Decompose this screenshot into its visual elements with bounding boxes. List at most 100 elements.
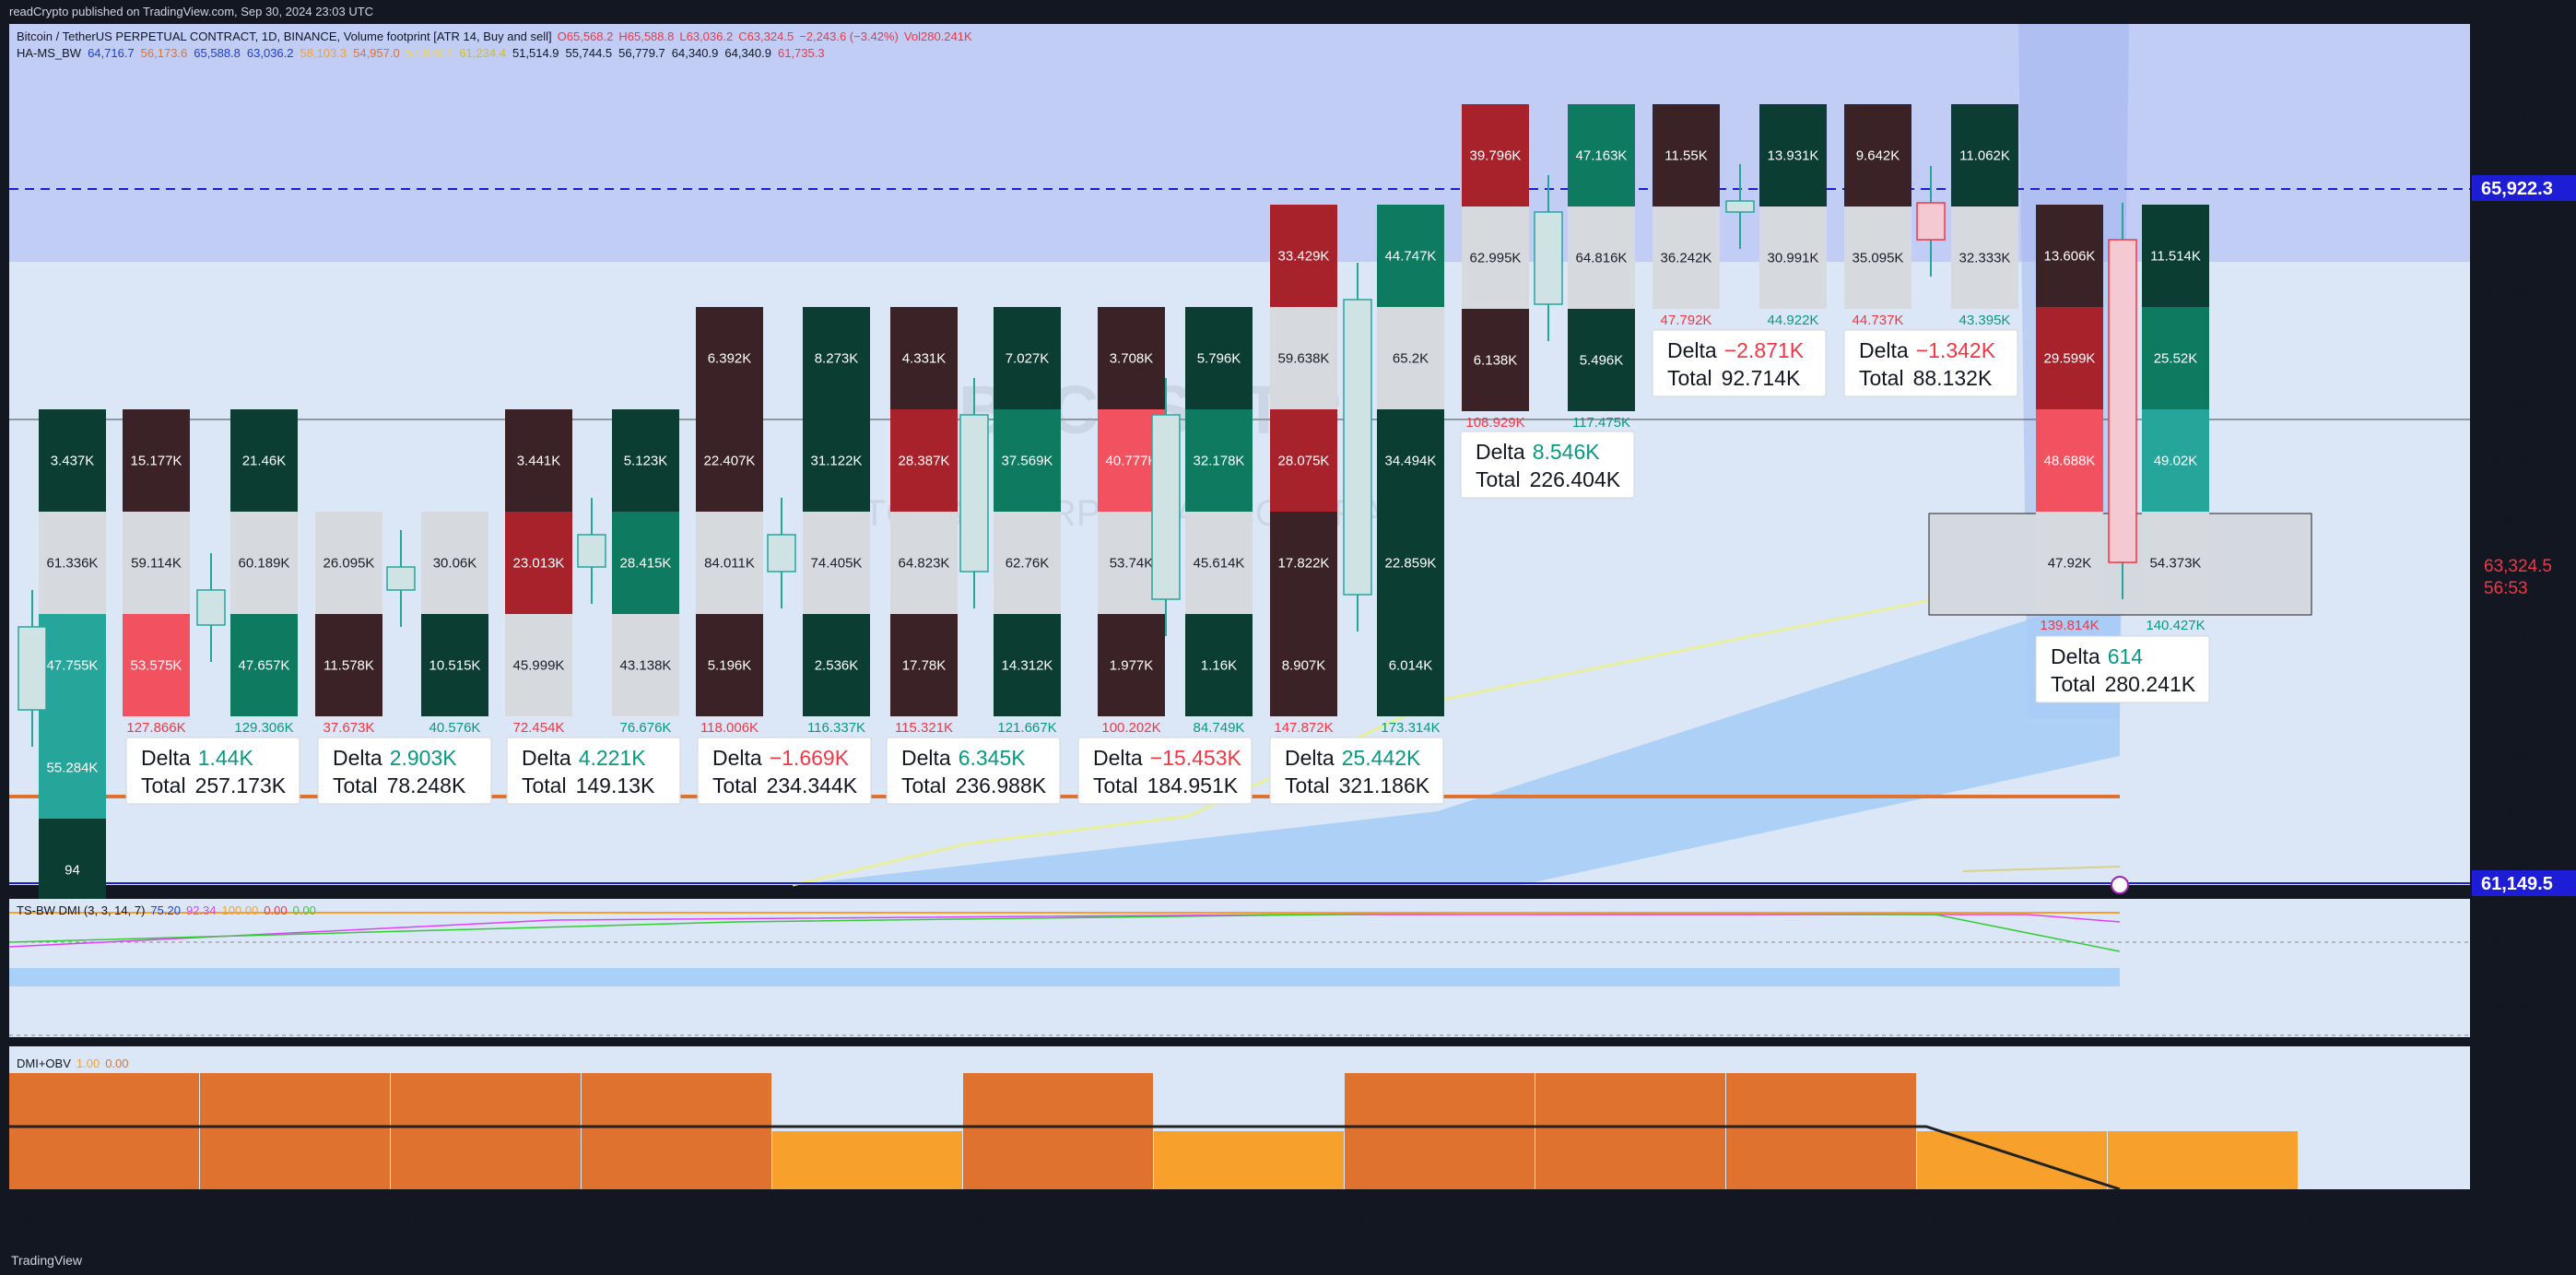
total-line: Total 321.186K bbox=[1285, 773, 1430, 797]
candle-body bbox=[18, 626, 47, 711]
price-tick: 64,800.0 bbox=[2479, 338, 2547, 358]
footprint-cell bbox=[1098, 614, 1165, 716]
x-tick: Oct bbox=[2296, 1210, 2325, 1231]
cell-value: 1.977K bbox=[1110, 658, 1154, 674]
cell-value: 3.437K bbox=[51, 454, 95, 469]
cell-value: 34.494K bbox=[1385, 454, 1437, 469]
cell-value: 25.52K bbox=[2154, 351, 2198, 367]
legend-dmi-label: TS-BW DMI (3, 3, 14, 7) bbox=[17, 903, 145, 917]
cell-value: 74.405K bbox=[811, 556, 863, 572]
publisher-text: readCrypto published on TradingView.com,… bbox=[9, 5, 374, 18]
footprint-cell bbox=[1377, 512, 1444, 614]
x-tick: 19 bbox=[10, 1210, 30, 1231]
footprint-cell bbox=[39, 716, 106, 819]
candle-body bbox=[767, 534, 796, 573]
countdown-value: 56:53 bbox=[2484, 579, 2528, 598]
total-line: Total 78.248K bbox=[333, 773, 466, 797]
cell-value: 84.011K bbox=[704, 556, 755, 572]
legend-ha-value: 64,340.9 bbox=[672, 46, 719, 60]
footprint-cell bbox=[1568, 207, 1635, 309]
delta-box-bg bbox=[697, 737, 872, 805]
footprint-cell bbox=[612, 614, 679, 716]
delta-value: 614 bbox=[2108, 644, 2144, 668]
price-tick: 62,400.0 bbox=[2479, 687, 2547, 706]
cell-value: 6.138K bbox=[1474, 353, 1518, 369]
candle-body bbox=[1916, 202, 1946, 241]
delta-label: Delta bbox=[901, 746, 951, 770]
delta-line: Delta 8.546K bbox=[1476, 440, 1600, 464]
x-tick: 21 bbox=[391, 1210, 411, 1231]
cell-value: 17.78K bbox=[902, 658, 947, 674]
total-label: Total bbox=[712, 773, 758, 797]
footprint-cell bbox=[1185, 614, 1253, 716]
delta-line: Delta 2.903K bbox=[333, 746, 457, 770]
cell-value: 13.606K bbox=[2044, 249, 2096, 265]
obv-tick: 1.00 bbox=[2488, 1116, 2523, 1136]
delta-total-box: Delta 8.546K Total 226.404K bbox=[1460, 431, 1635, 499]
footprint-cell bbox=[612, 512, 679, 614]
cell-value: 35.095K bbox=[1853, 251, 1904, 266]
x-tick: 29 bbox=[1918, 1210, 1938, 1231]
footprint-cell bbox=[39, 512, 106, 614]
delta-total-box: Delta 4.221K Total 149.13K bbox=[506, 737, 681, 805]
footprint-cell bbox=[1270, 307, 1337, 409]
footprint-cell bbox=[421, 512, 488, 614]
legend-dmi-value: 75.20 bbox=[150, 903, 181, 917]
footprint-cell bbox=[1185, 409, 1253, 512]
total-value: 257.173K bbox=[195, 773, 287, 797]
footprint-cell bbox=[230, 614, 298, 716]
delta-total-box: Delta 614 Total 280.241K bbox=[2035, 635, 2210, 703]
total-line: Total 149.13K bbox=[522, 773, 655, 797]
cell-value: 15.177K bbox=[131, 454, 182, 469]
cell-value: 11.062K bbox=[1959, 148, 2010, 164]
footprint-column-28a: 11.55K 36.242K 47.792K bbox=[1653, 104, 1720, 328]
cell-value: 47.657K bbox=[239, 658, 290, 674]
delta-label: Delta bbox=[1093, 746, 1143, 770]
minor-line bbox=[1962, 866, 2121, 872]
total-label: Total bbox=[333, 773, 378, 797]
footprint-cell bbox=[123, 614, 190, 716]
x-tick: 30 bbox=[2110, 1210, 2130, 1231]
dmi-tick: 80.00 bbox=[2488, 935, 2533, 954]
column-volume: 72.454K bbox=[513, 720, 565, 736]
candle-body bbox=[196, 589, 226, 626]
column-volume: 118.006K bbox=[700, 720, 759, 736]
delta-label: Delta bbox=[712, 746, 762, 770]
cell-value: 6.014K bbox=[1389, 658, 1433, 674]
delta-total-box: Delta −2.871K Total 92.714K bbox=[1652, 329, 1827, 397]
cell-value: 21.46K bbox=[242, 454, 287, 469]
legend-title: Bitcoin / TetherUS PERPETUAL CONTRACT, 1… bbox=[17, 30, 552, 43]
cell-value: 62.995K bbox=[1470, 251, 1522, 266]
cell-value: 54.373K bbox=[2150, 556, 2202, 572]
total-line: Total 280.241K bbox=[2051, 672, 2196, 696]
footprint-cell bbox=[421, 614, 488, 716]
column-volume: 108.929K bbox=[1465, 415, 1524, 431]
delta-box-bg bbox=[1652, 329, 1827, 397]
footprint-cell bbox=[1377, 205, 1444, 307]
total-value: 321.186K bbox=[1339, 773, 1430, 797]
column-volume: 40.576K bbox=[429, 720, 481, 736]
cell-value: 55.284K bbox=[47, 761, 99, 776]
footprint-cell bbox=[890, 307, 958, 409]
total-value: 149.13K bbox=[576, 773, 655, 797]
footprint-cell bbox=[1270, 614, 1337, 716]
delta-box-bg bbox=[2035, 635, 2210, 703]
cell-value: 64.816K bbox=[1576, 251, 1628, 266]
legend-ha-value: 63,036.2 bbox=[247, 46, 294, 60]
footprint-cell bbox=[1759, 207, 1827, 309]
delta-box-bg bbox=[1077, 737, 1253, 805]
footprint-cell bbox=[1377, 614, 1444, 716]
cell-value: 39.796K bbox=[1470, 148, 1522, 164]
cell-value: 60.189K bbox=[239, 556, 290, 572]
price-tick: 63,200.0 bbox=[2479, 571, 2547, 590]
column-volume: 129.306K bbox=[234, 720, 293, 736]
column-volume: 116.337K bbox=[807, 720, 865, 736]
delta-value: 6.345K bbox=[959, 746, 1027, 770]
footprint-cell bbox=[505, 614, 572, 716]
total-value: 92.714K bbox=[1722, 366, 1801, 390]
x-tick: 24 bbox=[963, 1210, 983, 1231]
footprint-cell bbox=[39, 409, 106, 512]
legend-ha-value: 61,234.4 bbox=[459, 46, 506, 60]
candle-body bbox=[1343, 299, 1372, 596]
